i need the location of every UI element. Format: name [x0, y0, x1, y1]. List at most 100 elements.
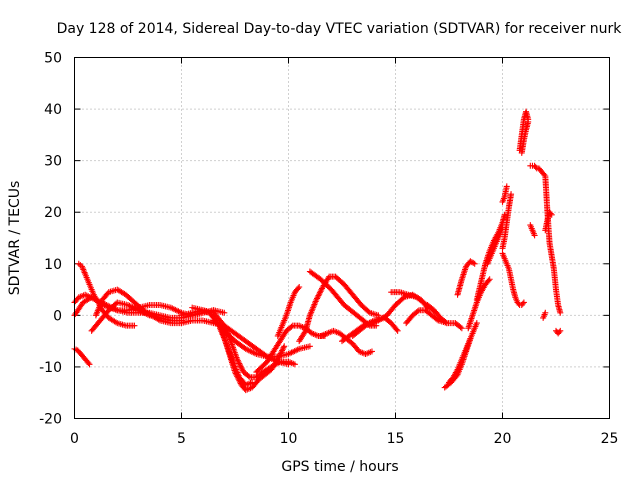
- data-point: [317, 288, 324, 295]
- data-point: [508, 191, 515, 198]
- data-point: [236, 360, 243, 367]
- data-point: [280, 344, 287, 351]
- y-tick-label: 50: [44, 51, 62, 67]
- y-tick-label: 40: [44, 102, 62, 118]
- series-arc29: [499, 191, 515, 252]
- data-point: [375, 312, 382, 319]
- data-point: [234, 357, 241, 364]
- data-point: [457, 324, 464, 331]
- x-tick-label: 0: [70, 431, 79, 447]
- data-point: [275, 359, 282, 366]
- data-point: [245, 373, 252, 380]
- series-arc35: [540, 309, 549, 321]
- series-arc02: [75, 260, 138, 329]
- data-point: [541, 171, 548, 178]
- data-point: [473, 320, 480, 327]
- series-arc23: [454, 258, 478, 298]
- data-point: [393, 326, 400, 333]
- chart-title: Day 128 of 2014, Sidereal Day-to-day VTE…: [57, 21, 623, 37]
- data-points: [71, 108, 564, 394]
- data-point: [314, 294, 321, 301]
- y-tick-label: 20: [44, 205, 62, 221]
- x-axis-label: GPS time / hours: [281, 459, 398, 475]
- data-point: [86, 361, 93, 368]
- data-point: [542, 309, 549, 316]
- data-point: [296, 283, 303, 290]
- data-point: [279, 346, 286, 353]
- data-point: [235, 359, 242, 366]
- data-point: [394, 327, 401, 334]
- series-arc18: [388, 289, 440, 316]
- data-point: [368, 348, 375, 355]
- data-point: [471, 260, 478, 267]
- x-tick-label: 5: [177, 431, 186, 447]
- data-point: [557, 327, 564, 334]
- data-point: [557, 309, 564, 316]
- data-point: [306, 343, 313, 350]
- data-point: [234, 356, 241, 363]
- y-tick-label: -20: [39, 412, 62, 428]
- series-arc32: [527, 162, 564, 316]
- y-tick-label: 30: [44, 154, 62, 170]
- data-point: [112, 319, 119, 326]
- data-point: [486, 276, 493, 283]
- grid-lines: [74, 57, 610, 419]
- data-point: [520, 299, 527, 306]
- series-arc15: [317, 327, 375, 358]
- x-tick-label: 20: [494, 431, 512, 447]
- data-point: [318, 286, 325, 293]
- data-point: [288, 323, 295, 330]
- series-arc13: [296, 273, 382, 345]
- axis-ticks: [74, 57, 610, 419]
- series-arc22: [446, 335, 474, 386]
- x-tick-labels: 0 5 10 15 20 25: [70, 431, 618, 447]
- data-point: [239, 366, 246, 373]
- y-tick-labels: -20 -10 0 10 20 30 40 50: [39, 51, 62, 428]
- x-tick-label: 15: [387, 431, 405, 447]
- data-point: [221, 309, 228, 316]
- data-point: [315, 292, 322, 299]
- data-point: [313, 296, 320, 303]
- data-point: [238, 364, 245, 371]
- data-point: [485, 277, 492, 284]
- data-point: [414, 308, 421, 315]
- series-arc06: [88, 299, 185, 334]
- data-point: [547, 210, 554, 217]
- data-point: [131, 322, 138, 329]
- data-point: [503, 183, 510, 190]
- y-axis-label: SDTVAR / TECUs: [7, 181, 23, 296]
- data-point: [556, 329, 563, 336]
- data-point: [548, 211, 555, 218]
- plot-frame: [74, 57, 610, 419]
- data-point: [458, 325, 465, 332]
- y-tick-label: 10: [44, 257, 62, 273]
- y-tick-label: 0: [53, 308, 62, 324]
- series-arc34: [527, 222, 538, 239]
- series-arc28: [499, 250, 527, 309]
- data-point: [316, 291, 323, 298]
- data-point: [525, 118, 532, 125]
- data-point: [281, 343, 288, 350]
- data-point: [236, 361, 243, 368]
- series-arc20: [424, 302, 450, 327]
- data-point: [314, 295, 321, 302]
- data-point: [85, 360, 92, 367]
- data-point: [291, 361, 298, 368]
- data-point: [442, 319, 449, 326]
- data-point: [470, 259, 477, 266]
- data-point: [178, 317, 185, 324]
- data-point: [295, 285, 302, 292]
- series-arc26: [484, 224, 506, 267]
- data-point: [279, 347, 286, 354]
- data-point: [532, 164, 539, 171]
- data-point: [501, 211, 508, 218]
- data-point: [316, 289, 323, 296]
- data-point: [443, 320, 450, 327]
- series-arc27: [499, 183, 510, 205]
- series-arc31: [518, 118, 532, 156]
- x-tick-label: 10: [280, 431, 298, 447]
- data-point: [519, 300, 526, 307]
- series-arc14: [306, 268, 380, 329]
- x-tick-label: 25: [601, 431, 619, 447]
- data-point: [467, 335, 474, 342]
